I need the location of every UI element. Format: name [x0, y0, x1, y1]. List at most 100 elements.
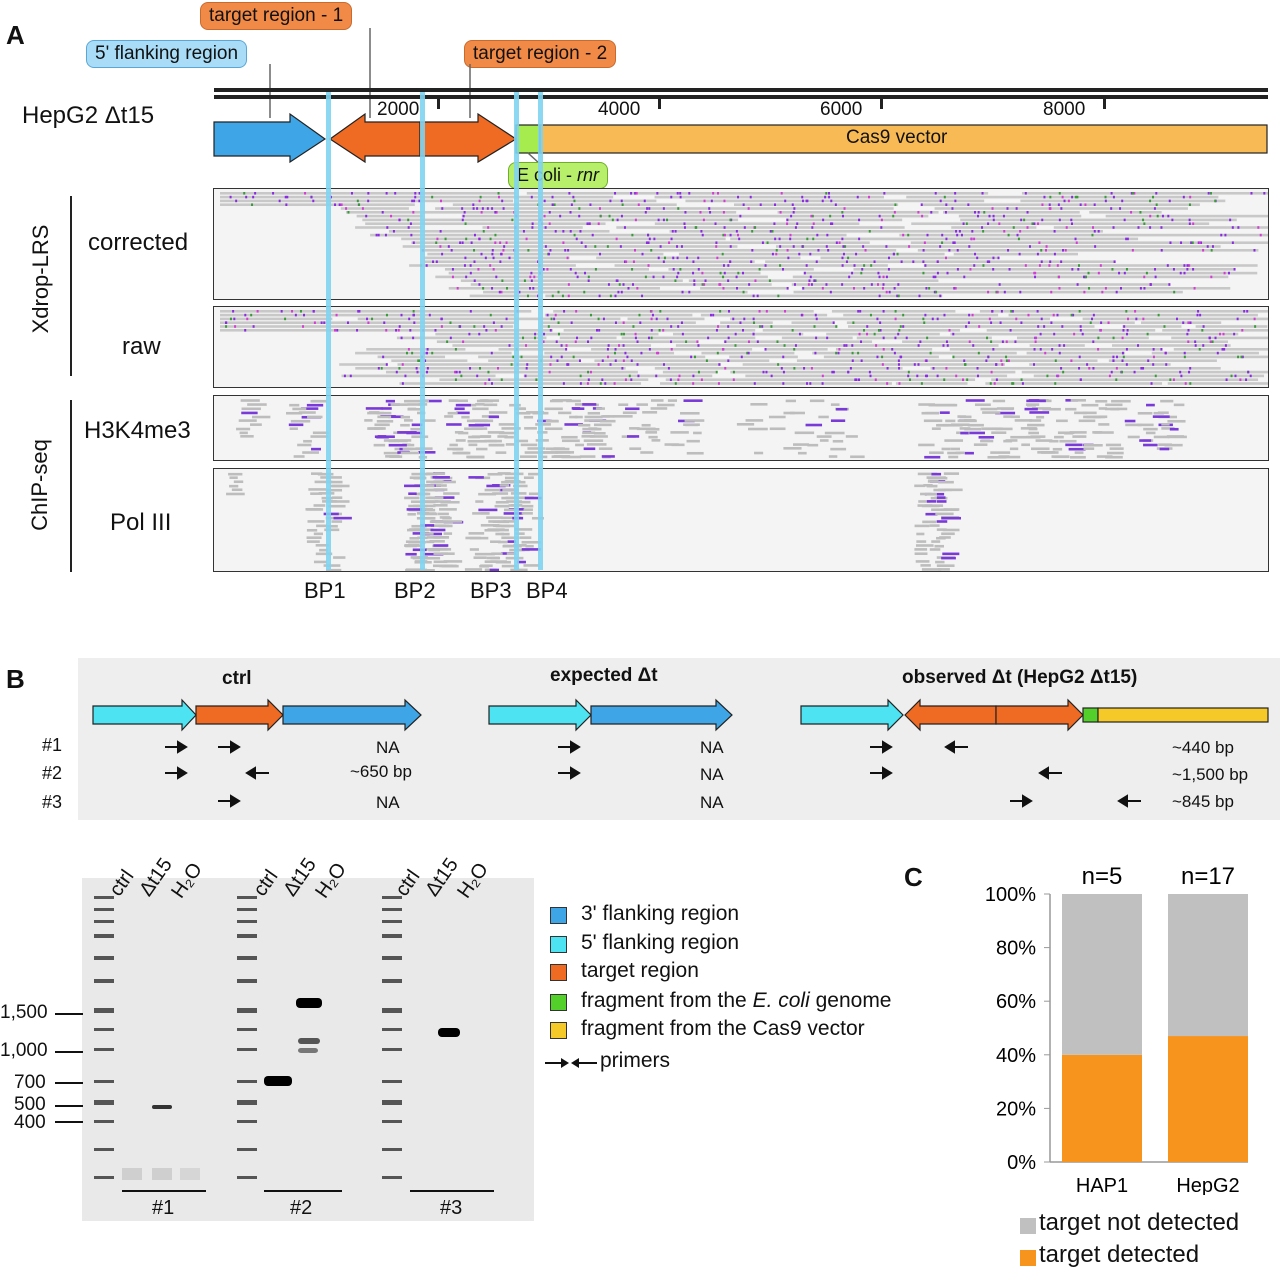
read-mismatch [842, 252, 845, 256]
read-mismatch [759, 325, 762, 328]
read-mismatch [554, 230, 557, 233]
read-mismatch [854, 378, 857, 381]
chip-read [501, 532, 510, 536]
read-mismatch [657, 256, 660, 260]
read-mismatch [900, 260, 903, 263]
chip-read [538, 455, 548, 459]
read-mismatch [224, 321, 227, 324]
primer-fwd [570, 740, 581, 754]
chip-read [313, 532, 324, 536]
legend-not-detected: target not detected [1039, 1209, 1240, 1236]
chip-read [566, 399, 581, 403]
ruler-tick [1103, 99, 1106, 109]
chip-read [427, 536, 441, 539]
read-mismatch [1231, 226, 1234, 229]
chip-read [498, 423, 517, 426]
read-mismatch [1182, 195, 1185, 199]
chip-read [331, 520, 343, 523]
read-mismatch [851, 351, 854, 355]
chip-read [1040, 399, 1052, 403]
read-mismatch [1247, 370, 1250, 374]
chip-read [545, 447, 561, 451]
chip-read [434, 496, 455, 499]
chip-read [1036, 415, 1045, 419]
read-mismatch [1016, 233, 1019, 237]
read-mismatch [881, 363, 884, 366]
chip-read [1160, 399, 1174, 403]
read-mismatch [620, 332, 623, 336]
read-mismatch [1113, 260, 1116, 263]
read-mismatch [640, 351, 643, 355]
chip-read [495, 451, 507, 454]
read-mismatch [418, 192, 421, 195]
read-mismatch [280, 310, 283, 313]
read [730, 237, 1139, 241]
read-mismatch [902, 325, 905, 328]
read-mismatch [454, 378, 457, 381]
read-mismatch [662, 207, 665, 210]
read-mismatch [992, 256, 995, 260]
chip-read [964, 427, 982, 431]
read-mismatch [356, 199, 359, 203]
read-mismatch [529, 275, 532, 279]
chip-read [413, 540, 426, 544]
read-mismatch [447, 245, 450, 248]
read-mismatch [1130, 192, 1133, 195]
read-mismatch [894, 317, 897, 321]
chip-read [331, 496, 343, 499]
read-mismatch [1092, 340, 1095, 343]
chip-read [490, 556, 501, 560]
read-mismatch [441, 207, 444, 210]
read-mismatch [670, 325, 673, 328]
read-mismatch [407, 226, 410, 229]
chip-read [1083, 415, 1100, 419]
chip-read [313, 560, 327, 564]
read-mismatch [468, 332, 471, 336]
gel-group-1: #1 [152, 1197, 175, 1219]
read-mismatch [800, 313, 803, 317]
read-mismatch [729, 260, 732, 263]
read-mismatch [663, 256, 666, 260]
read-mismatch [715, 370, 718, 374]
read-mismatch [606, 245, 609, 248]
read-mismatch [464, 222, 467, 225]
read-mismatch [993, 382, 996, 385]
read-mismatch [1211, 245, 1214, 248]
chip-read [586, 443, 607, 446]
read-mismatch [792, 245, 795, 248]
read-mismatch [1084, 203, 1087, 206]
read-mismatch [651, 313, 654, 317]
chip-read [442, 516, 452, 520]
read-mismatch [599, 214, 602, 218]
chip-read [404, 399, 424, 403]
read-mismatch [810, 283, 813, 286]
read-mismatch [1165, 363, 1168, 366]
read-mismatch [1167, 214, 1170, 218]
read-mismatch [838, 241, 841, 244]
read [985, 382, 1163, 385]
read-mismatch [487, 370, 490, 374]
chip-read [1153, 435, 1170, 439]
read-mismatch [666, 218, 669, 222]
read-mismatch [398, 367, 401, 370]
chip-read [640, 451, 654, 454]
read-mismatch [225, 325, 228, 328]
read-mismatch [999, 321, 1002, 324]
chip-read [517, 500, 531, 504]
read-mismatch [868, 370, 871, 374]
read-mismatch [619, 245, 622, 248]
read-mismatch [724, 340, 727, 343]
chip-read [311, 447, 321, 451]
chip-read [471, 427, 488, 430]
read-mismatch [550, 317, 553, 321]
chip-read [1032, 407, 1052, 410]
read-mismatch [637, 203, 640, 206]
read-mismatch [1033, 363, 1036, 366]
read-mismatch [632, 260, 635, 263]
read-mismatch [882, 283, 885, 286]
read-mismatch [692, 260, 695, 263]
chip-read [404, 544, 422, 547]
read-mismatch [968, 340, 971, 343]
chip-read [443, 532, 453, 535]
read [355, 351, 512, 355]
